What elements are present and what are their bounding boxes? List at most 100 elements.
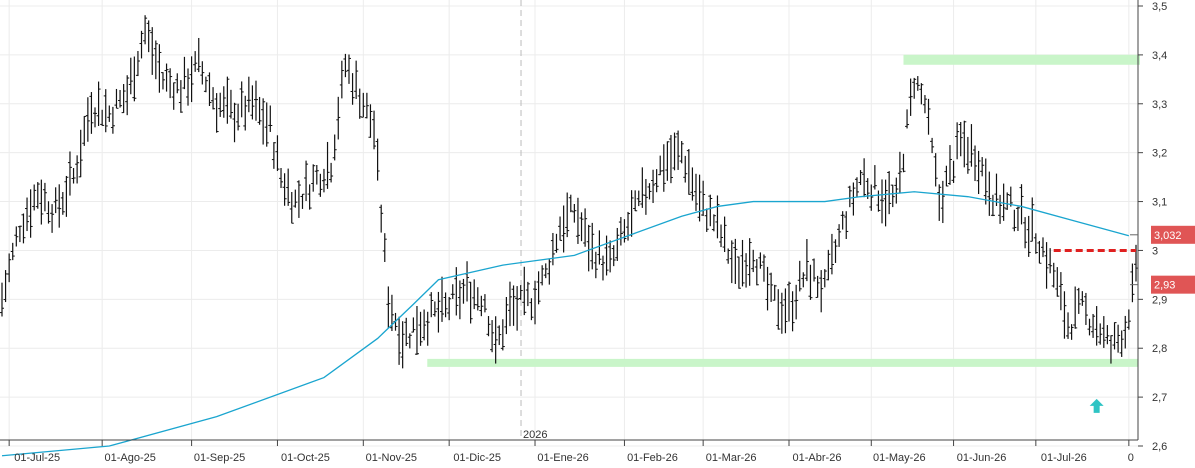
ohlc-bar: [597, 230, 602, 265]
ohlc-bar: [876, 190, 881, 212]
ohlc-bar: [404, 317, 409, 347]
ohlc-bar: [618, 217, 623, 246]
ohlc-bar: [482, 294, 487, 313]
ohlc-bar: [998, 194, 1003, 224]
ohlc-bar: [1080, 291, 1085, 306]
ohlc-bar: [200, 61, 205, 85]
ohlc-bar: [125, 75, 130, 116]
y-tick-label: 3,3: [1152, 99, 1167, 111]
ohlc-bar: [990, 194, 995, 217]
ohlc-bar: [794, 284, 799, 320]
ohlc-bar: [57, 184, 62, 228]
ohlc-bar: [905, 109, 910, 129]
ohlc-bar: [157, 44, 162, 93]
ohlc-bar: [518, 285, 523, 300]
ohlc-bar: [887, 171, 892, 215]
ohlc-bar: [282, 173, 287, 206]
ohlc-bar: [819, 270, 824, 313]
ohlc-bar: [232, 102, 237, 143]
ohlc-bar: [575, 197, 580, 244]
ohlc-bar: [372, 110, 377, 150]
ohlc-bar: [930, 137, 935, 154]
ohlc-bar: [651, 169, 656, 204]
ohlc-bar: [1066, 312, 1071, 339]
ohlc-bar: [897, 151, 902, 193]
ohlc-bar: [955, 122, 960, 160]
ohlc-bar: [572, 204, 577, 223]
resistance-zone: [903, 54, 1140, 65]
ohlc-bar: [53, 187, 58, 214]
ohlc-bar: [919, 83, 924, 105]
x-tick-label: 01-Ene-26: [537, 452, 588, 464]
ohlc-bar: [468, 281, 473, 324]
ohlc-bar: [153, 40, 158, 80]
ohlc-bar: [744, 253, 749, 288]
ohlc-bar: [236, 103, 241, 131]
ohlc-bar: [636, 190, 641, 207]
ohlc-bar: [822, 269, 827, 288]
ohlc-bar: [318, 173, 323, 197]
price-badge: [1151, 275, 1195, 294]
ohlc-bar: [7, 253, 12, 283]
ohlc-bar: [271, 142, 276, 169]
ohlc-bar: [561, 205, 566, 253]
ohlc-bar: [1087, 318, 1092, 336]
ohlc-bar: [14, 226, 19, 247]
ohlc-bar: [1076, 287, 1081, 314]
ohlc-bar: [622, 219, 627, 243]
ohlc-bar: [880, 179, 885, 224]
ohlc-bar: [1030, 197, 1035, 242]
ohlc-bar: [965, 136, 970, 174]
x-tick-label: 01-Nov-25: [366, 452, 417, 464]
ohlc-bar: [833, 239, 838, 263]
x-tick-label: 01-Mar-26: [706, 452, 757, 464]
ohlc-bar: [218, 92, 223, 117]
ohlc-bar: [436, 291, 441, 333]
ohlc-bar: [558, 216, 563, 241]
ohlc-bar: [1116, 324, 1121, 353]
ohlc-bar: [1037, 240, 1042, 264]
ohlc-bar: [132, 56, 137, 102]
ohlc-bar: [937, 184, 942, 221]
ohlc-bar: [490, 320, 495, 353]
ohlc-bar: [751, 249, 756, 273]
ohlc-bar: [178, 80, 183, 113]
ohlc-bar: [321, 168, 326, 193]
x-tick-label: 01-May-26: [873, 452, 926, 464]
ohlc-bar: [769, 272, 774, 302]
ohlc-bar: [121, 84, 126, 114]
x-tick-label: 01-Jun-26: [957, 452, 1007, 464]
ohlc-bar: [693, 173, 698, 211]
ohlc-bar: [1012, 209, 1017, 232]
ohlc-bar: [550, 232, 555, 266]
ohlc-bar: [114, 88, 119, 109]
ohlc-bar: [754, 259, 759, 286]
ohlc-bar: [740, 239, 745, 287]
x-tick-label: 01-Sep-25: [194, 452, 245, 464]
ohlc-bar: [604, 235, 609, 276]
plot-background: [0, 0, 1138, 440]
ohlc-bar: [554, 233, 559, 253]
ohlc-bar: [93, 107, 98, 128]
ohlc-bar: [1062, 291, 1067, 339]
ohlc-bar: [758, 252, 763, 269]
ohlc-bar: [1098, 323, 1103, 345]
ohlc-bar: [994, 173, 999, 207]
ohlc-bar: [854, 177, 859, 197]
y-tick-label: 3: [1152, 245, 1158, 257]
ohlc-bar: [96, 81, 101, 126]
ohlc-bar: [922, 95, 927, 114]
ohlc-bar: [364, 92, 369, 119]
ohlc-bar: [647, 183, 652, 200]
ohlc-bar: [168, 68, 173, 99]
ohlc-bar: [110, 106, 115, 134]
ohlc-bar: [844, 211, 849, 240]
ohlc-bar: [944, 165, 949, 187]
ohlc-bar: [733, 238, 738, 284]
ohlc-bar: [711, 214, 716, 232]
ohlc-bar: [39, 179, 44, 225]
ohlc-bar: [851, 182, 856, 216]
ohlc-bar: [253, 80, 258, 121]
ohlc-bar: [790, 291, 795, 332]
